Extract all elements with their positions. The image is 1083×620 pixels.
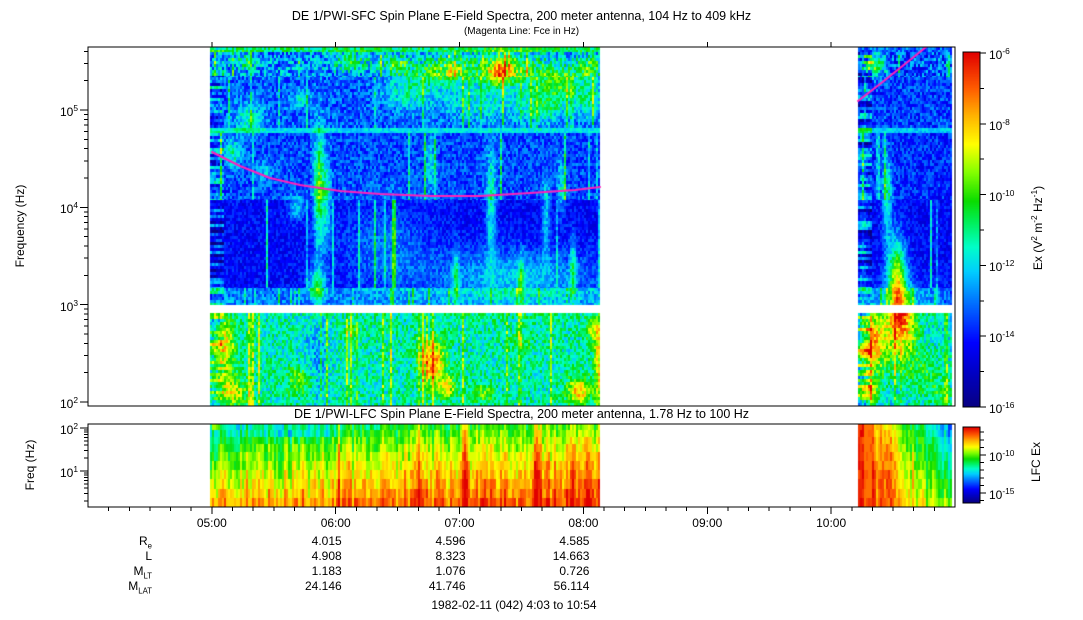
ephemeris-value: 1.076 [435,564,466,578]
ephemeris-value: 56.114 [553,579,590,593]
lfc-cbar-tick-label: 10-10 [989,448,1015,464]
sfc-cbar-tick-label: 10-6 [989,46,1010,62]
ephemeris-value: 4.585 [559,534,590,548]
hour-label: 05:00 [196,516,227,530]
sfc-ytick-label: 102 [59,394,78,411]
time-range-footer: 1982-02-11 (042) 4:03 to 10:54 [431,598,597,612]
ephemeris-value: 41.746 [428,579,466,593]
lfc-ytick-label: 101 [59,464,78,480]
ephemeris-row-label: MLAT [128,579,152,596]
sfc-panel-subtitle: (Magenta Line: Fce in Hz) [463,26,580,37]
sfc-cbar-tick-label: 10-12 [989,258,1015,275]
lfc-spectrogram-image [88,424,955,507]
ephemeris-value: 14.663 [552,549,590,563]
ephemeris-value: 4.015 [311,534,342,548]
lfc-ytick-label: 102 [59,421,78,437]
ephemeris-value: 4.596 [435,534,466,548]
sfc-ytick-label: 105 [59,103,78,119]
sfc-cbar-tick-label: 10-16 [989,400,1015,416]
sfc-panel-title: DE 1/PWI-SFC Spin Plane E-Field Spectra,… [291,9,752,23]
hour-label: 08:00 [568,516,599,530]
sfc-ytick-label: 103 [59,297,78,314]
sfc-yaxis-label: Frequency (Hz) [13,184,27,268]
ephemeris-value: 0.726 [559,564,590,578]
sfc-cbar-tick-label: 10-14 [989,329,1015,346]
hour-label: 06:00 [320,516,351,530]
lfc-colorbar [963,427,980,503]
ephemeris-value: 1.183 [311,564,342,578]
sfc-cbar-tick-label: 10-10 [989,187,1015,204]
ephemeris-row-label: L [145,549,152,563]
sfc-spectrogram-image [88,47,955,406]
ephemeris-value: 4.908 [311,549,342,563]
hour-label: 07:00 [444,516,475,530]
lfc-panel-title: DE 1/PWI-LFC Spin Plane E-Field Spectra,… [293,407,750,421]
sfc-ytick-label: 104 [59,200,78,217]
lfc-cbar-tick-label: 10-15 [989,486,1015,502]
ephemeris-row-label: MLT [133,564,152,581]
sfc-cbar-tick-label: 10-8 [989,116,1010,133]
sfc-colorbar-label: Ex (V2 m-2 Hz-1) [1029,185,1045,271]
ephemeris-value: 24.146 [305,579,342,593]
sfc-colorbar [963,52,980,407]
hour-label: 10:00 [816,516,847,530]
hour-label: 09:00 [692,516,723,530]
ephemeris-row-label: Re [138,534,152,551]
ephemeris-value: 8.323 [435,549,466,563]
